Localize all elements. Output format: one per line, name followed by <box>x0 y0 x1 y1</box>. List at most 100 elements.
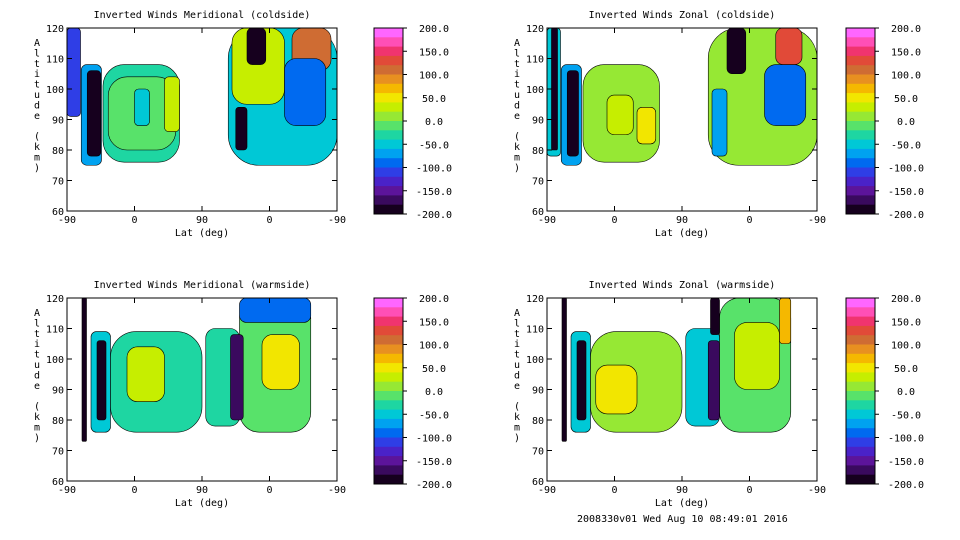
colorbar-tick-label: -100.0 <box>888 164 924 175</box>
colorbar-swatch <box>846 474 875 485</box>
x-tick-label: 0 <box>746 485 752 496</box>
x-tick-label: -90 <box>328 485 346 496</box>
y-tick-label: 60 <box>532 477 544 488</box>
y-tick-label: 80 <box>532 416 544 427</box>
colorbar-tick-label: -100.0 <box>888 434 924 445</box>
y-tick-label: 70 <box>532 177 544 188</box>
colorbar-tick-label: 100.0 <box>891 71 921 82</box>
colorbar-swatch <box>374 186 403 196</box>
x-tick-label: -90 <box>538 485 556 496</box>
chart-title: Inverted Winds Meridional (coldside) <box>94 10 311 21</box>
y-tick-label: 100 <box>46 355 64 366</box>
colorbar-tick-label: -200.0 <box>888 210 924 221</box>
contour-region <box>284 58 327 126</box>
colorbar-swatch <box>846 37 875 48</box>
x-tick-label: 0 <box>746 215 752 226</box>
contour-region <box>711 88 728 157</box>
contour-region <box>551 28 558 151</box>
colorbar-swatch <box>374 37 403 48</box>
contour-region <box>86 70 102 157</box>
chart-title: Inverted Winds Meridional (warmside) <box>94 280 311 291</box>
colorbar-tick-label: 0.0 <box>425 387 443 398</box>
chart-title: Inverted Winds Zonal (warmside) <box>589 280 776 291</box>
colorbar-tick-label: -50.0 <box>419 410 449 421</box>
contour-region <box>707 340 720 421</box>
contour-region <box>164 76 180 133</box>
colorbar-swatch <box>846 456 875 466</box>
contour-region <box>239 298 312 323</box>
x-tick-label: 90 <box>676 485 688 496</box>
colorbar-swatch <box>374 55 403 66</box>
x-tick-label: -90 <box>538 215 556 226</box>
contour-region <box>231 28 285 105</box>
colorbar-swatch <box>846 204 875 215</box>
colorbar-swatch <box>374 46 403 57</box>
y-tick-label: 80 <box>532 146 544 157</box>
contour-region <box>576 340 587 421</box>
colorbar-swatch <box>846 74 875 85</box>
colorbar-swatch <box>374 446 403 457</box>
contour-region <box>566 70 579 157</box>
colorbar-swatch <box>846 325 875 336</box>
colorbar-swatch <box>846 409 875 420</box>
contour-field <box>561 298 792 442</box>
colorbar-swatch <box>846 344 875 355</box>
x-tick-label: 0 <box>611 215 617 226</box>
y-tick-label: 120 <box>46 24 64 35</box>
x-axis-label: Lat (deg) <box>655 228 709 239</box>
colorbar-swatch <box>846 195 875 206</box>
colorbar-swatch <box>374 391 403 401</box>
y-tick-label: 90 <box>52 386 64 397</box>
contour-region <box>710 298 720 335</box>
colorbar: 200.0 150.0 100.0 50.0 0.0 -50.0 -100.0 -150.0 -… <box>373 294 452 491</box>
panel-zonal-warmside: Inverted Winds Zonal (warmside) -90 0 90 0 -9… <box>514 280 924 509</box>
colorbar-swatch <box>374 93 403 103</box>
panel-zonal-coldside: Inverted Winds Zonal (coldside) -90 0 90 0 -9… <box>514 10 924 239</box>
colorbar-tick-label: -150.0 <box>416 187 452 198</box>
colorbar-tick-label: -200.0 <box>416 210 452 221</box>
colorbar-swatch <box>846 437 875 448</box>
colorbar-tick-label: 100.0 <box>419 341 449 352</box>
colorbar-swatch <box>846 55 875 66</box>
colorbar-swatch <box>846 446 875 457</box>
colorbar-swatch <box>374 28 403 38</box>
colorbar: 200.0 150.0 100.0 50.0 0.0 -50.0 -100.0 -150.0 -… <box>845 294 924 491</box>
colorbar-swatch <box>374 298 403 308</box>
y-tick-label: 100 <box>46 85 64 96</box>
y-tick-label: 60 <box>52 477 64 488</box>
colorbar-swatch <box>846 28 875 38</box>
contour-field <box>67 28 337 166</box>
y-tick-label: 110 <box>526 55 544 66</box>
colorbar-swatch <box>374 65 403 75</box>
colorbar-swatch <box>374 456 403 466</box>
y-tick-label: 100 <box>526 355 544 366</box>
contour-field <box>547 28 817 166</box>
colorbar-swatch <box>846 428 875 438</box>
colorbar-swatch <box>846 316 875 327</box>
colorbar-swatch <box>374 418 403 429</box>
colorbar-swatch <box>846 391 875 401</box>
colorbar-swatch <box>374 344 403 355</box>
y-tick-label: 120 <box>526 294 544 305</box>
colorbar-swatch <box>374 307 403 318</box>
colorbar-tick-label: 200.0 <box>891 294 921 305</box>
colorbar-swatch <box>846 46 875 57</box>
colorbar-swatch <box>846 102 875 113</box>
colorbar-swatch <box>374 121 403 131</box>
contour-region <box>561 298 567 442</box>
contour-region <box>81 298 87 442</box>
colorbar-swatch <box>374 372 403 383</box>
colorbar-tick-label: 200.0 <box>419 294 449 305</box>
colorbar-tick-label: 150.0 <box>419 47 449 58</box>
colorbar-swatch <box>374 130 403 141</box>
colorbar-tick-label: 50.0 <box>422 364 446 375</box>
y-tick-label: 60 <box>52 207 64 218</box>
colorbar-swatch <box>374 176 403 187</box>
x-tick-label: -90 <box>58 485 76 496</box>
contour-region <box>96 340 107 421</box>
contour-region <box>261 334 300 390</box>
x-tick-label: 0 <box>266 485 272 496</box>
